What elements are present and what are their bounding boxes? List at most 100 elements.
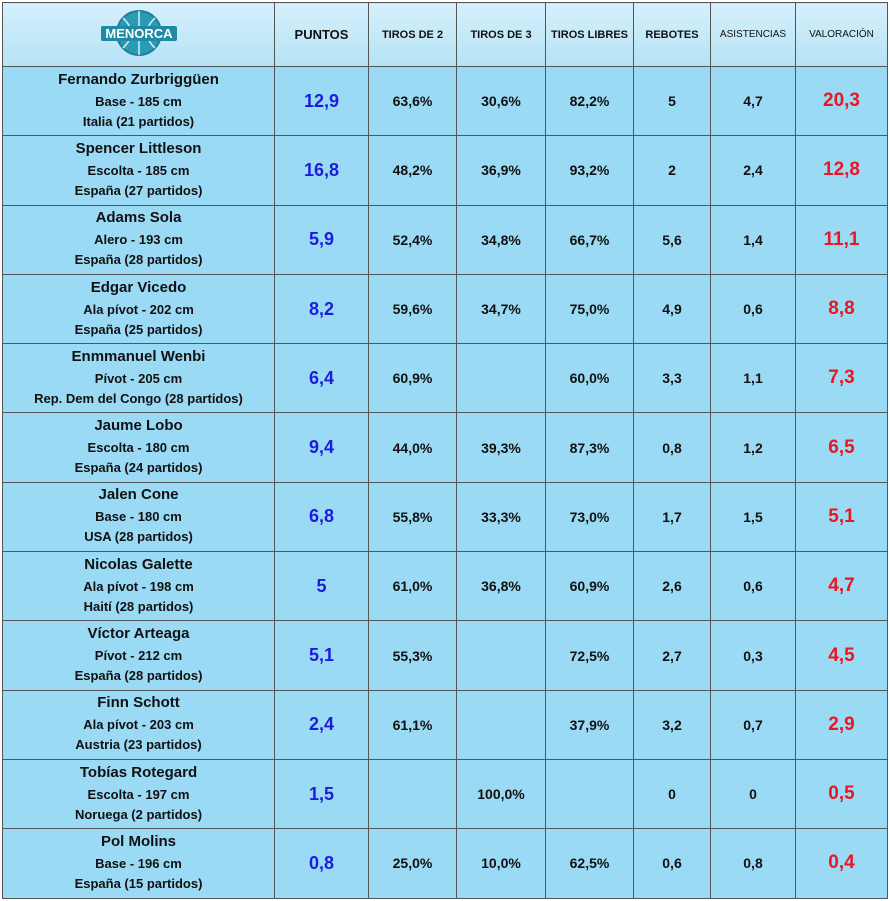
- player-origin: España (27 partidos): [74, 182, 203, 198]
- stat-cell: 36,8%: [456, 551, 546, 622]
- stat-cell: 2,7: [633, 620, 711, 691]
- player-origin: USA (28 partidos): [84, 529, 193, 545]
- player-position: Ala pívot - 198 cm: [83, 578, 194, 594]
- stat-cell: 60,9%: [545, 551, 634, 622]
- stat-cell: [368, 758, 457, 830]
- player-cell: Víctor Arteaga Pívot - 212 cm España (28 p…: [2, 620, 275, 691]
- stat-cell: 37,9%: [545, 689, 634, 760]
- stat-cell: 8,2: [274, 273, 369, 345]
- stat-cell: 12,8: [795, 135, 888, 206]
- player-origin: España (25 partidos): [74, 321, 203, 337]
- player-name: Edgar Vicedo: [90, 278, 187, 296]
- logo: MENORCA: [100, 10, 177, 56]
- stat-cell: 33,3%: [456, 481, 546, 553]
- stat-cell: [456, 343, 546, 414]
- stat-cell: 0,6: [710, 273, 796, 345]
- stat-cell: 59,6%: [368, 273, 457, 345]
- stat-cell: 2: [633, 135, 711, 206]
- column-header: ASISTENCIAS: [710, 2, 796, 67]
- player-cell: Jaume Lobo Escolta - 180 cm España (24 par…: [2, 412, 275, 483]
- player-name: Nicolas Galette: [84, 555, 193, 573]
- player-position: Ala pívot - 202 cm: [83, 301, 194, 317]
- player-origin: España (28 partidos): [74, 668, 203, 684]
- player-origin: Noruega (2 partidos): [74, 806, 203, 822]
- stat-cell: 34,7%: [456, 273, 546, 345]
- stat-cell: 0,8: [710, 828, 796, 899]
- stat-cell: 1,7: [633, 481, 711, 553]
- stat-cell: 60,9%: [368, 343, 457, 414]
- stat-cell: 93,2%: [545, 135, 634, 206]
- column-header: PUNTOS: [274, 2, 369, 67]
- stat-cell: 34,8%: [456, 204, 546, 275]
- player-row: Spencer Littleson Escolta - 185 cm España …: [2, 135, 888, 206]
- stat-cell: 60,0%: [545, 343, 634, 414]
- stat-cell: 87,3%: [545, 412, 634, 483]
- stat-cell: 1,5: [710, 481, 796, 553]
- player-origin: España (15 partidos): [74, 875, 203, 891]
- stat-cell: 25,0%: [368, 828, 457, 899]
- stat-cell: 12,9: [274, 65, 369, 137]
- stat-cell: 55,8%: [368, 481, 457, 553]
- stat-cell: 82,2%: [545, 65, 634, 137]
- stat-cell: 4,7: [710, 65, 796, 137]
- player-name: Tobías Rotegard: [79, 763, 198, 781]
- stat-cell: 6,4: [274, 343, 369, 414]
- player-row: Adams Sola Alero - 193 cm España (28 parti…: [2, 204, 888, 275]
- stat-cell: 36,9%: [456, 135, 546, 206]
- player-origin: Austria (23 partidos): [75, 737, 202, 753]
- stat-cell: 0: [633, 758, 711, 830]
- player-name: Fernando Zurbriggüen: [58, 70, 219, 88]
- stat-cell: 75,0%: [545, 273, 634, 345]
- player-name: Víctor Arteaga: [87, 625, 190, 643]
- stat-cell: 66,7%: [545, 204, 634, 275]
- stat-cell: 61,0%: [368, 551, 457, 622]
- player-position: Escolta - 180 cm: [87, 440, 190, 456]
- stat-cell: 0,3: [710, 620, 796, 691]
- stat-cell: 9,4: [274, 412, 369, 483]
- player-position: Escolta - 185 cm: [87, 162, 190, 178]
- player-origin: Rep. Dem del Congo (28 partidos): [34, 390, 243, 406]
- player-row: Jaume Lobo Escolta - 180 cm España (24 par…: [2, 412, 888, 483]
- player-row: Víctor Arteaga Pívot - 212 cm España (28 p…: [2, 620, 888, 691]
- stat-cell: 52,4%: [368, 204, 457, 275]
- player-name: Jalen Cone: [98, 486, 179, 504]
- stat-cell: 5,1: [274, 620, 369, 691]
- player-cell: Spencer Littleson Escolta - 185 cm España …: [2, 135, 275, 206]
- player-row: Finn Schott Ala pívot - 203 cm Austria (23…: [2, 689, 888, 760]
- player-row: Tobías Rotegard Escolta - 197 cm Noruega (…: [2, 758, 888, 830]
- player-position: Escolta - 197 cm: [87, 786, 190, 802]
- stat-cell: 2,9: [795, 689, 888, 760]
- stat-cell: 6,5: [795, 412, 888, 483]
- stat-cell: 5: [633, 65, 711, 137]
- stat-cell: 3,3: [633, 343, 711, 414]
- player-position: Base - 185 cm: [95, 93, 182, 109]
- stat-cell: 1,1: [710, 343, 796, 414]
- stat-cell: 5,9: [274, 204, 369, 275]
- stat-cell: 2,4: [710, 135, 796, 206]
- player-row: Nicolas Galette Ala pívot - 198 cm Haití (…: [2, 551, 888, 622]
- player-name: Pol Molins: [101, 832, 176, 850]
- stat-cell: 0,8: [633, 412, 711, 483]
- stat-cell: 55,3%: [368, 620, 457, 691]
- player-row: Jalen Cone Base - 180 cm USA (28 partidos)…: [2, 481, 888, 553]
- player-name: Spencer Littleson: [75, 139, 202, 157]
- stat-cell: [456, 689, 546, 760]
- player-cell: Nicolas Galette Ala pívot - 198 cm Haití (…: [2, 551, 275, 622]
- stat-cell: 5,1: [795, 481, 888, 553]
- stat-cell: 73,0%: [545, 481, 634, 553]
- column-header: REBOTES: [633, 2, 711, 67]
- stat-cell: 4,5: [795, 620, 888, 691]
- table-header: MENORCA PUNTOS TIROS DE 2 TIROS DE 3 TIROS …: [2, 2, 888, 67]
- player-cell: Tobías Rotegard Escolta - 197 cm Noruega (…: [2, 758, 275, 830]
- player-position: Base - 196 cm: [95, 855, 182, 871]
- player-cell: Pol Molins Base - 196 cm España (15 partid…: [2, 828, 275, 899]
- logo-text: MENORCA: [105, 26, 173, 41]
- player-origin: España (28 partidos): [74, 252, 203, 268]
- stat-cell: 72,5%: [545, 620, 634, 691]
- column-header: TIROS LIBRES: [545, 2, 634, 67]
- stat-cell: 5,6: [633, 204, 711, 275]
- player-cell: Jalen Cone Base - 180 cm USA (28 partidos): [2, 481, 275, 553]
- player-cell: Adams Sola Alero - 193 cm España (28 parti…: [2, 204, 275, 275]
